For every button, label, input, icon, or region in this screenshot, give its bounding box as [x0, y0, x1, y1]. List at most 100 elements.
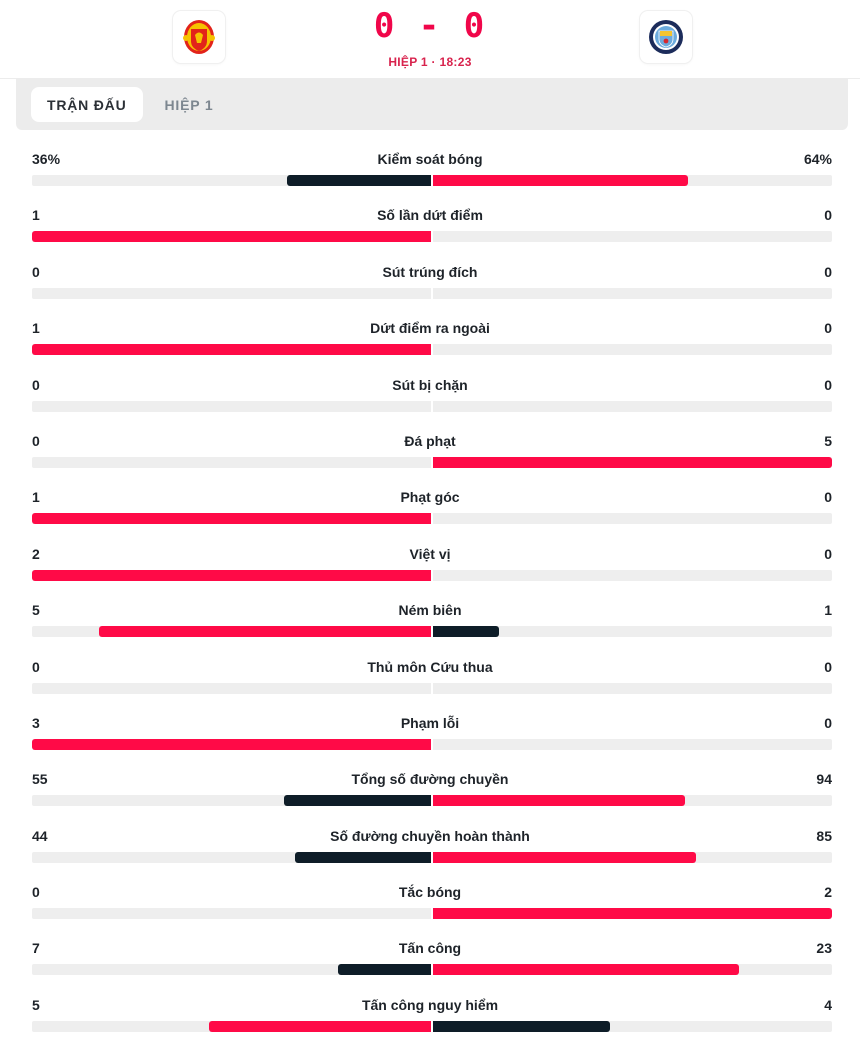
away-bar — [433, 851, 696, 863]
home-bar — [32, 231, 431, 243]
away-team-crest[interactable] — [640, 11, 692, 63]
manchester-united-crest-icon — [183, 20, 215, 54]
home-bar — [32, 344, 431, 356]
stat-row: 3 Phạm lỗi 0 — [0, 712, 860, 768]
away-value: 0 — [824, 714, 832, 731]
tab-match[interactable]: TRẬN ĐẤU — [31, 87, 143, 122]
home-bar-track — [32, 569, 431, 581]
stat-label: Dứt điểm ra ngoài — [370, 320, 490, 337]
home-bar — [283, 795, 431, 807]
away-bar-track — [433, 287, 832, 299]
away-value: 0 — [824, 263, 832, 280]
stat-label: Phạt góc — [400, 489, 460, 506]
stat-row: 36% Kiểm soát bóng 64% — [0, 148, 860, 204]
stat-label: Phạm lỗi — [400, 714, 460, 731]
stat-row: 0 Đá phạt 5 — [0, 430, 860, 486]
away-bar-track — [433, 964, 832, 976]
away-bar-track — [433, 682, 832, 694]
away-bar-track — [433, 175, 832, 186]
away-bar-track — [433, 908, 832, 920]
home-bar — [294, 851, 431, 863]
home-bar — [209, 1020, 431, 1032]
stat-label: Ném biên — [398, 602, 462, 619]
away-bar-track — [433, 456, 832, 468]
home-bar-track — [32, 964, 431, 976]
away-bar-track — [433, 569, 832, 581]
stat-label: Sút trúng đích — [382, 263, 478, 280]
stat-label: Tấn công nguy hiểm — [361, 996, 499, 1013]
away-value: 2 — [824, 884, 832, 901]
stat-row: 0 Sút trúng đích 0 — [0, 261, 860, 317]
home-value: 0 — [32, 884, 40, 901]
away-bar-track — [433, 738, 832, 750]
home-bar-track — [32, 400, 431, 412]
stat-row: 44 Số đường chuyền hoàn thành 85 — [0, 825, 860, 881]
home-value: 0 — [32, 658, 40, 675]
period-tabs: TRẬN ĐẤU HIỆP 1 — [16, 79, 848, 130]
home-bar-track — [32, 738, 431, 750]
stat-label: Thủ môn Cứu thua — [367, 658, 493, 675]
home-value: 1 — [32, 489, 40, 506]
home-value: 0 — [32, 432, 40, 449]
away-bar-track — [433, 400, 832, 412]
stat-row: 0 Tắc bóng 2 — [0, 881, 860, 937]
home-value: 2 — [32, 545, 40, 562]
home-bar — [32, 738, 431, 750]
home-value: 1 — [32, 207, 40, 224]
away-bar — [433, 964, 739, 976]
home-bar-track — [32, 344, 431, 356]
away-bar-track — [433, 231, 832, 243]
stat-row: 55 Tổng số đường chuyền 94 — [0, 768, 860, 824]
away-value: 0 — [824, 545, 832, 562]
home-bar — [337, 964, 431, 976]
home-bar-track — [32, 682, 431, 694]
home-bar-track — [32, 175, 431, 186]
away-value: 85 — [816, 827, 832, 844]
away-bar — [433, 456, 832, 468]
home-team-crest[interactable] — [173, 11, 225, 63]
home-bar-track — [32, 231, 431, 243]
stats-list: 36% Kiểm soát bóng 64% 1 Số lần dứt điểm… — [0, 148, 860, 1050]
away-bar — [433, 626, 500, 638]
home-bar-track — [32, 1020, 431, 1032]
home-bar — [32, 513, 431, 525]
home-value: 1 — [32, 320, 40, 337]
home-bar-track — [32, 456, 431, 468]
away-value: 0 — [824, 320, 832, 337]
away-value: 0 — [824, 207, 832, 224]
home-bar-track — [32, 795, 431, 807]
stat-row: 1 Dứt điểm ra ngoài 0 — [0, 317, 860, 373]
stat-label: Sút bị chặn — [392, 376, 468, 393]
stat-label: Tấn công — [398, 940, 462, 957]
stat-row: 0 Thủ môn Cứu thua 0 — [0, 656, 860, 712]
stat-label: Số đường chuyền hoàn thành — [330, 827, 530, 844]
manchester-city-crest-icon — [649, 20, 683, 54]
stat-label: Số lần dứt điểm — [377, 207, 483, 224]
away-value: 0 — [824, 489, 832, 506]
stat-label: Việt vị — [409, 545, 451, 562]
stat-label: Tổng số đường chuyền — [351, 771, 509, 788]
home-value: 0 — [32, 263, 40, 280]
home-value: 5 — [32, 602, 40, 619]
home-bar — [287, 175, 431, 186]
home-value: 5 — [32, 996, 40, 1013]
away-bar-track — [433, 795, 832, 807]
away-bar-track — [433, 626, 832, 638]
home-bar-track — [32, 287, 431, 299]
stat-row: 1 Phạt góc 0 — [0, 486, 860, 542]
away-value: 23 — [816, 940, 832, 957]
home-value: 3 — [32, 714, 40, 731]
stat-row: 0 Sút bị chặn 0 — [0, 374, 860, 430]
away-value: 4 — [824, 996, 832, 1013]
home-value: 55 — [32, 771, 48, 788]
away-value: 64% — [803, 151, 832, 167]
home-bar — [98, 626, 431, 638]
home-bar-track — [32, 626, 431, 638]
away-bar-track — [433, 344, 832, 356]
away-value: 5 — [824, 432, 832, 449]
tab-first-half[interactable]: HIỆP 1 — [164, 96, 214, 113]
stat-row: 5 Tấn công nguy hiểm 4 — [0, 994, 860, 1050]
stat-row: 2 Việt vị 0 — [0, 543, 860, 599]
away-bar — [433, 795, 685, 807]
away-bar — [433, 175, 689, 186]
